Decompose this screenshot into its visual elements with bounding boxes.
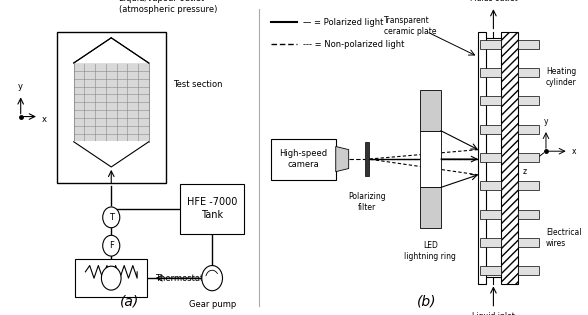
Bar (480, 68, 501, 77)
Text: y: y (18, 82, 23, 91)
Bar (271, 139, 336, 180)
Bar (74, 63, 149, 142)
Bar (519, 68, 540, 77)
Text: F: F (109, 241, 113, 250)
Bar (501, 32, 519, 284)
Text: (b): (b) (416, 295, 436, 309)
Bar (480, 181, 501, 190)
Bar (480, 266, 501, 275)
Bar (519, 153, 540, 162)
Polygon shape (74, 142, 149, 167)
Text: x: x (41, 115, 46, 124)
Text: Electrical
wires: Electrical wires (546, 228, 582, 248)
Text: Liquid/vapour outlet
(atmospheric pressure): Liquid/vapour outlet (atmospheric pressu… (119, 0, 218, 14)
Circle shape (101, 266, 121, 290)
Text: HFE -7000
Tank: HFE -7000 Tank (187, 197, 238, 220)
Text: Heating
cylinder: Heating cylinder (546, 67, 577, 87)
Text: Fluids outlet: Fluids outlet (470, 0, 517, 3)
Text: y: y (544, 117, 548, 126)
Text: Transparent
ceramic plate: Transparent ceramic plate (385, 16, 437, 36)
Text: --- = Non-polarized light: --- = Non-polarized light (303, 40, 405, 49)
Bar (519, 40, 540, 49)
Bar (519, 125, 540, 134)
Bar (420, 131, 441, 187)
Text: — = Polarized light: — = Polarized light (303, 18, 384, 26)
Circle shape (103, 235, 120, 256)
Text: High-speed
camera: High-speed camera (279, 149, 328, 169)
Text: Gear pump: Gear pump (189, 300, 236, 309)
Text: Thermostat: Thermostat (155, 274, 203, 283)
Bar (519, 238, 540, 247)
Bar (478, 32, 486, 284)
Bar (480, 238, 501, 247)
Text: Test section: Test section (173, 80, 223, 89)
Bar (365, 142, 369, 176)
Bar (480, 125, 501, 134)
Bar (180, 184, 245, 234)
Text: Polarizing
filter: Polarizing filter (348, 192, 386, 212)
Bar (480, 210, 501, 219)
Circle shape (103, 207, 120, 228)
Bar (480, 40, 501, 49)
Polygon shape (336, 146, 349, 172)
Bar (420, 90, 441, 131)
Circle shape (202, 266, 222, 291)
Bar (519, 266, 540, 275)
Bar (480, 153, 501, 162)
Text: x: x (572, 147, 576, 156)
Text: z: z (522, 167, 527, 176)
Bar (480, 96, 501, 105)
Bar (519, 96, 540, 105)
Bar (420, 187, 441, 228)
Polygon shape (74, 38, 149, 63)
Text: Liquid inlet: Liquid inlet (472, 312, 515, 315)
Bar (519, 210, 540, 219)
Text: LED
lightning ring: LED lightning ring (405, 241, 456, 261)
Bar (75, 259, 148, 297)
Text: (a): (a) (120, 295, 139, 309)
Bar (519, 181, 540, 190)
Bar (57, 32, 166, 183)
Text: T: T (109, 213, 113, 222)
